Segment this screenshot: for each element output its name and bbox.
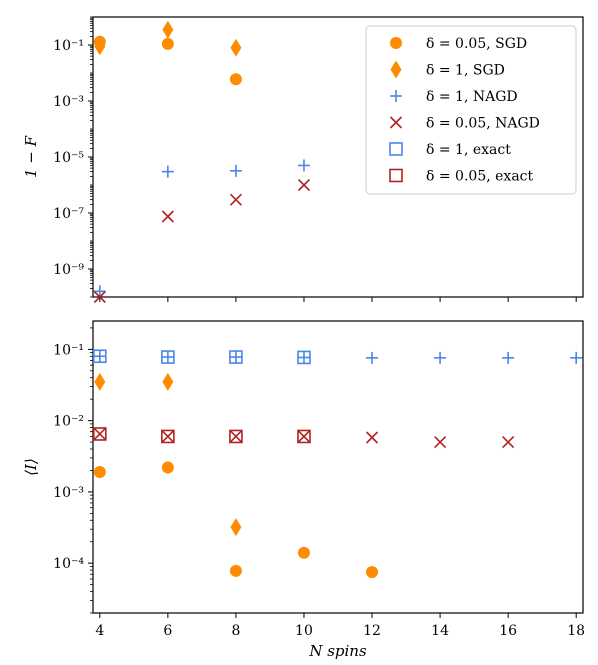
data-point-x: [502, 436, 515, 449]
data-point-square: [229, 350, 243, 364]
data-point-x: [297, 178, 311, 192]
y-tick-label: 10⁻⁴: [53, 556, 84, 572]
top-panel: 10⁻⁹ 10⁻⁷ 10⁻⁵ 10⁻³ 10⁻¹ 1 − F δ = 0.05, SGD…: [22, 16, 584, 304]
data-point-x: [161, 430, 174, 443]
data-point-circle: [161, 37, 174, 50]
data-point-plus: [502, 351, 515, 364]
bottom-data-points: [93, 349, 583, 579]
bottom-panel: 10⁻⁴ 10⁻³ 10⁻² 10⁻¹ 4 6 8 10 12 14 16 18 ⟨I⟩ N spi…: [22, 320, 585, 660]
legend-marker-square: [389, 168, 403, 183]
data-point-plus: [297, 351, 310, 364]
legend-item: δ = 1, SGD: [390, 60, 505, 79]
legend-label: δ = 1, exact: [426, 142, 511, 158]
data-point-square: [297, 350, 311, 365]
top-x-ticks: [99, 297, 577, 302]
y-tick-label: 10⁻⁵: [53, 150, 84, 166]
data-point-square: [229, 429, 243, 444]
legend-label: δ = 0.05, exact: [426, 169, 534, 185]
data-point-x: [365, 431, 379, 444]
y-tick-label: 10⁻⁹: [53, 262, 84, 278]
y-tick-label: 10⁻⁷: [53, 206, 84, 222]
data-point-square: [93, 349, 107, 364]
x-tick-label: 16: [499, 623, 517, 639]
data-point-diamond: [230, 518, 242, 537]
legend-item: δ = 1, NAGD: [390, 89, 518, 105]
x-tick-label: 6: [163, 623, 172, 639]
legend-item: δ = 1, exact: [389, 142, 511, 158]
legend-item: δ = 0.05, SGD: [390, 36, 527, 52]
data-point-circle: [366, 566, 379, 579]
y-tick-label: 10⁻³: [53, 94, 84, 110]
legend-label: δ = 1, SGD: [426, 63, 505, 79]
y-tick-label: 10⁻³: [53, 485, 84, 501]
legend-item: δ = 0.05, NAGD: [389, 116, 540, 132]
data-point-diamond: [162, 372, 174, 391]
data-point-square: [161, 429, 175, 444]
y-tick-label: 10⁻¹: [53, 38, 84, 54]
legend-marker-plus: [390, 90, 402, 102]
y-tick-label: 10⁻²: [53, 414, 84, 430]
data-point-circle: [229, 73, 242, 86]
y-tick-label: 10⁻¹: [53, 342, 84, 358]
data-point-plus: [570, 351, 583, 364]
data-point-plus: [297, 159, 310, 172]
data-point-x: [297, 430, 311, 443]
top-y-axis-label: 1 − F: [22, 135, 40, 178]
x-tick-label: 12: [363, 623, 381, 639]
data-point-plus: [161, 351, 174, 364]
data-point-circle: [161, 461, 174, 474]
data-point-circle: [93, 466, 106, 479]
legend-marker-x: [389, 116, 403, 129]
data-point-plus: [434, 351, 447, 364]
data-point-circle: [229, 564, 242, 577]
data-point-x: [229, 430, 242, 443]
data-point-plus: [161, 165, 174, 178]
legend-box: [365, 25, 577, 195]
data-point-x: [93, 427, 106, 441]
legend-marker-square: [389, 142, 403, 156]
data-point-x: [161, 210, 174, 223]
data-point-diamond: [230, 38, 242, 57]
data-point-square: [93, 427, 107, 441]
data-point-x: [93, 290, 106, 304]
data-point-diamond: [94, 372, 106, 391]
x-axis-label: N spins: [308, 642, 367, 660]
legend-label: δ = 0.05, SGD: [426, 36, 527, 52]
legend-marker-circle: [390, 37, 402, 49]
data-point-diamond: [162, 20, 174, 39]
data-point-diamond: [94, 37, 106, 56]
legend-marker-diamond: [390, 60, 402, 79]
x-tick-label: 14: [431, 623, 449, 639]
legend-label: δ = 0.05, NAGD: [426, 116, 540, 132]
legend-label: δ = 1, NAGD: [426, 89, 518, 105]
x-tick-label: 4: [95, 623, 104, 639]
data-point-square: [297, 429, 311, 444]
x-tick-label: 10: [295, 623, 313, 639]
data-point-x: [434, 436, 447, 449]
bottom-plot-frame: [92, 320, 584, 614]
data-point-plus: [93, 285, 106, 298]
data-point-plus: [93, 350, 106, 363]
top-y-ticks: 10⁻⁹ 10⁻⁷ 10⁻⁵ 10⁻³ 10⁻¹: [53, 16, 93, 298]
bottom-y-axis-label: ⟨I⟩: [22, 458, 40, 476]
data-point-plus: [229, 351, 242, 364]
data-point-circle: [297, 546, 310, 559]
legend-item: δ = 0.05, exact: [389, 168, 534, 185]
data-point-plus: [229, 164, 242, 177]
bottom-x-ticks: 4 6 8 10 12 14 16 18: [95, 613, 585, 639]
x-tick-label: 8: [231, 623, 240, 639]
top-data-points: [93, 20, 311, 304]
data-point-plus: [366, 351, 379, 364]
data-point-x: [229, 193, 242, 206]
data-point-square: [161, 350, 175, 364]
legend: δ = 0.05, SGD δ = 1, SGD δ = 1, NAGD δ = 0.…: [365, 25, 577, 195]
x-tick-label: 18: [567, 623, 585, 639]
bottom-y-ticks: 10⁻⁴ 10⁻³ 10⁻² 10⁻¹: [53, 327, 93, 614]
